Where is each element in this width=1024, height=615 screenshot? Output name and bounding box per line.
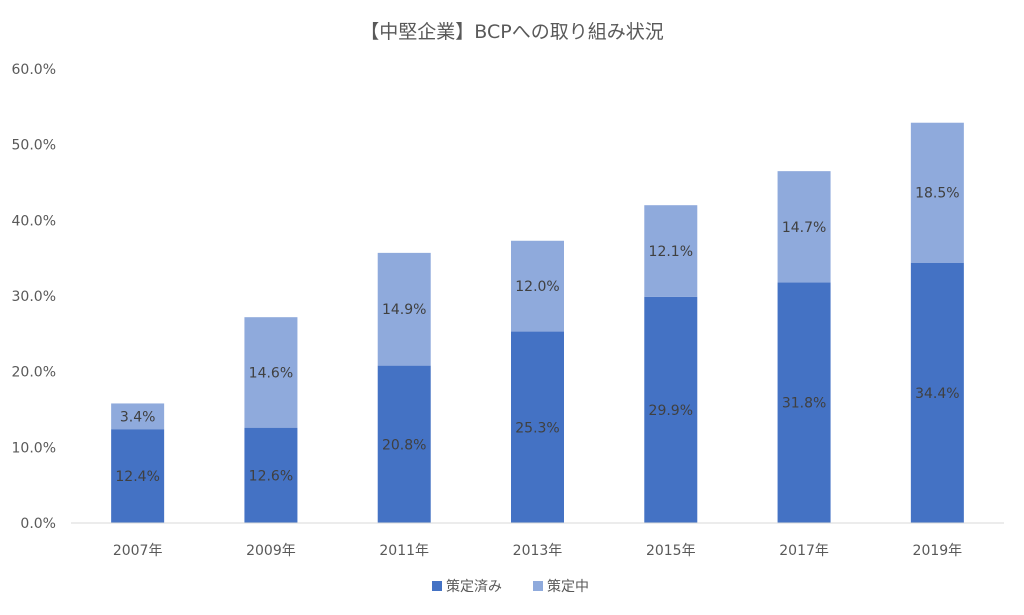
legend-swatch: [432, 581, 442, 591]
bar-segment-completed: [644, 296, 698, 523]
x-axis: 2007年 2009年 2011年 2013年 2015年 2017年 2019年: [113, 543, 962, 559]
legend-label: 策定中: [547, 578, 589, 595]
y-tick-label: 0.0%: [20, 516, 56, 532]
bar-segment-completed: [511, 331, 564, 523]
data-label: 12.1%: [649, 244, 693, 260]
bar-segment-in-progress: [377, 252, 431, 366]
x-tick-label: 2009年: [246, 543, 296, 559]
bar-segment-completed: [244, 427, 298, 523]
x-tick-label: 2007年: [113, 543, 163, 559]
y-tick-label: 30.0%: [12, 289, 56, 305]
x-tick-label: 2011年: [379, 543, 429, 559]
bar-segment-completed: [910, 262, 964, 523]
bar-segment-completed: [377, 365, 431, 523]
data-label: 12.0%: [515, 279, 559, 295]
x-tick-label: 2013年: [513, 543, 563, 559]
bars: 12.4% 3.4% 12.6% 14.6% 20.8% 14.9% 25.3% 12.0% 2…: [111, 122, 964, 523]
x-tick-label: 2015年: [646, 543, 696, 559]
legend: 策定済み 策定中: [432, 578, 589, 595]
bar-segment-in-progress: [244, 317, 298, 428]
bar-segment-in-progress: [777, 171, 831, 283]
data-label: 12.6%: [249, 468, 293, 484]
y-tick-label: 20.0%: [12, 365, 56, 381]
data-label: 25.3%: [515, 420, 559, 436]
data-label: 14.6%: [249, 365, 293, 381]
data-label: 29.9%: [649, 403, 693, 419]
bar-segment-in-progress: [511, 240, 564, 332]
bar-segment-completed: [777, 282, 831, 523]
data-label: 34.4%: [915, 386, 959, 402]
data-label: 14.9%: [382, 302, 426, 318]
y-tick-label: 40.0%: [12, 213, 56, 229]
data-label: 14.7%: [782, 220, 826, 236]
x-tick-label: 2017年: [779, 543, 829, 559]
legend-label: 策定済み: [446, 578, 502, 595]
x-tick-label: 2019年: [913, 543, 963, 559]
y-tick-label: 60.0%: [12, 62, 56, 78]
data-label: 18.5%: [915, 186, 959, 202]
chart-title: 【中堅企業】BCPへの取り組み状況: [360, 21, 663, 43]
data-label: 31.8%: [782, 396, 826, 412]
data-label: 20.8%: [382, 437, 426, 453]
y-tick-label: 50.0%: [12, 138, 56, 154]
legend-swatch: [533, 581, 543, 591]
data-label: 3.4%: [120, 409, 156, 425]
bar-segment-in-progress: [644, 205, 698, 297]
y-axis: 0.0% 10.0% 20.0% 30.0% 40.0% 50.0% 60.0%: [12, 62, 56, 532]
bar-segment-completed: [111, 429, 165, 523]
bar-segment-in-progress: [910, 122, 964, 263]
data-label: 12.4%: [115, 469, 159, 485]
y-tick-label: 10.0%: [12, 440, 56, 456]
bar-segment-in-progress: [111, 403, 165, 430]
